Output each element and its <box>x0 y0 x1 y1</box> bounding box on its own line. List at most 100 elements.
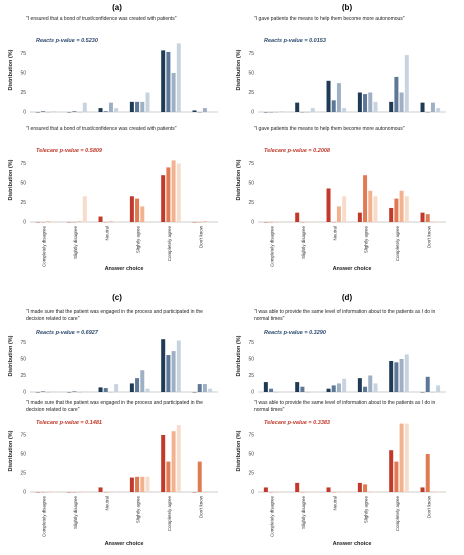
p-value-label: Telecare p-value = 0.5809 <box>36 148 103 154</box>
bar <box>177 164 181 223</box>
y-tick-label: 50 <box>248 357 254 363</box>
chart-title: "I gave patients the means to help them … <box>254 126 405 132</box>
x-tick-label: Completely agree <box>395 496 400 532</box>
bar <box>405 354 409 392</box>
bar <box>421 103 425 112</box>
x-tick-label: Neutral <box>332 496 337 511</box>
y-tick-label: 25 <box>20 373 26 379</box>
bar <box>145 221 149 222</box>
bar <box>135 378 139 392</box>
bar <box>172 160 176 222</box>
bar <box>83 103 87 112</box>
x-tick-label: Neutral <box>104 496 109 511</box>
y-tick-label: 50 <box>20 71 26 77</box>
p-value-label: Telecare p-value = 0.1481 <box>36 420 102 426</box>
chart-title: "I gave patients the means to help them … <box>254 16 405 22</box>
y-tick-label: 75 <box>20 161 26 167</box>
bar <box>295 382 299 392</box>
bar <box>279 491 283 492</box>
y-tick-label: 25 <box>248 471 254 477</box>
y-tick-label: 25 <box>20 200 26 206</box>
bar <box>166 167 170 222</box>
bar <box>114 221 118 222</box>
bar <box>203 384 207 392</box>
y-tick-label: 0 <box>23 110 26 116</box>
bar <box>41 111 45 112</box>
bar <box>405 196 409 222</box>
bar <box>208 389 212 392</box>
y-tick-label: 0 <box>23 220 26 226</box>
bar <box>389 450 393 492</box>
bar <box>332 385 336 392</box>
y-tick-label: 25 <box>248 373 254 379</box>
y-tick-label: 0 <box>23 490 26 496</box>
y-tick-label: 75 <box>248 161 254 167</box>
bar <box>145 477 149 492</box>
bar <box>145 389 149 392</box>
bar <box>177 425 181 492</box>
p-value-label: Telecare p-value = 0.2008 <box>264 148 331 154</box>
chart-title: decision related to care" <box>26 407 80 413</box>
x-tick-label: Completely agree <box>395 226 400 262</box>
bar <box>161 339 165 392</box>
bar <box>421 213 425 222</box>
y-tick-label: 50 <box>248 71 254 77</box>
p-value-label: Reacts p-value = 0.6927 <box>36 330 99 336</box>
x-tick-label: Don't know <box>198 495 203 518</box>
y-tick-label: 75 <box>248 340 254 346</box>
y-tick-label: 0 <box>251 110 254 116</box>
bar <box>373 491 377 492</box>
bar <box>161 175 165 222</box>
chart-title: "I ensured that a bond of trust/confiden… <box>26 126 177 132</box>
bar <box>172 431 176 492</box>
bar <box>363 175 367 222</box>
y-axis-label: Distribution (%) <box>236 335 242 376</box>
bar <box>161 435 165 492</box>
x-tick-label: Slightly disagree <box>301 496 306 530</box>
y-axis-label: Distribution (%) <box>8 159 14 200</box>
y-tick-label: 75 <box>20 340 26 346</box>
x-tick-label: Slightly agree <box>136 226 141 254</box>
bar <box>311 108 315 112</box>
bar <box>394 199 398 222</box>
x-tick-label: Slightly disagree <box>73 496 78 530</box>
y-tick-label: 50 <box>248 452 254 458</box>
bar <box>208 221 212 222</box>
y-tick-label: 0 <box>23 390 26 396</box>
bar <box>394 77 398 112</box>
y-axis-label: Distribution (%) <box>236 430 242 471</box>
bar <box>109 221 113 222</box>
y-tick-label: 50 <box>20 452 26 458</box>
x-tick-label: Completely disagree <box>42 226 47 268</box>
panel-letter: (c) <box>112 293 122 302</box>
x-tick-label: Don't know <box>426 495 431 518</box>
bar <box>337 383 341 392</box>
x-tick-label: Don't know <box>198 225 203 248</box>
x-tick-label: Completely agree <box>167 226 172 262</box>
bar <box>332 100 336 112</box>
x-tick-label: Slightly agree <box>364 496 369 524</box>
bar <box>400 191 404 222</box>
bar <box>426 377 430 392</box>
bar <box>72 391 76 392</box>
p-value-label: Reacts p-value = 0.5230 <box>36 38 98 44</box>
y-tick-label: 25 <box>20 90 26 96</box>
bar <box>130 102 134 112</box>
bar <box>405 55 409 112</box>
bar <box>177 341 181 392</box>
bar <box>358 213 362 222</box>
chart-title: "I ensured that a bond of trust/confiden… <box>26 16 177 22</box>
bar <box>51 391 55 392</box>
bar <box>193 110 197 112</box>
bar <box>373 383 377 392</box>
bar <box>363 387 367 392</box>
chart-title: "I made sure that the patient was engage… <box>26 309 203 315</box>
y-axis-label: Distribution (%) <box>236 49 242 90</box>
bar <box>368 93 372 113</box>
bar <box>51 111 55 112</box>
x-tick-label: Slightly agree <box>364 226 369 254</box>
bar <box>130 383 134 392</box>
x-tick-label: Slightly agree <box>136 496 141 524</box>
bar <box>172 351 176 392</box>
